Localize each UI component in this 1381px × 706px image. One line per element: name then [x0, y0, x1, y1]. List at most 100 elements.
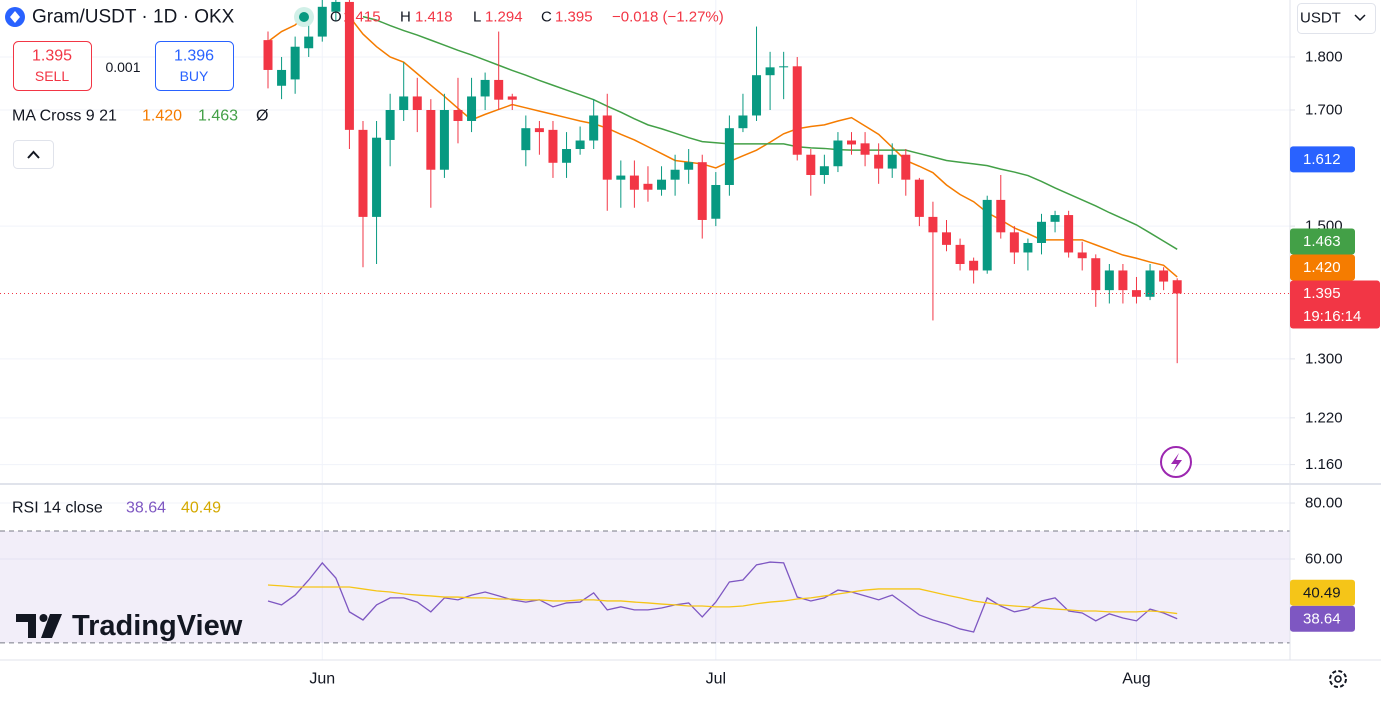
rsi-ma-value: 40.49	[181, 500, 221, 517]
ohlc-key: C	[541, 9, 552, 26]
ohlc-value: 1.294	[485, 9, 523, 26]
rsi-label[interactable]: RSI 14 close	[12, 500, 103, 517]
candle-body	[969, 260, 979, 271]
symbol-title[interactable]: Gram/USDT · 1D · OKX	[32, 7, 235, 28]
y-tick-label: 80.00	[1305, 495, 1343, 512]
candle-body	[453, 110, 463, 121]
candle-body	[385, 110, 395, 140]
candle-body	[914, 179, 924, 217]
candle-body	[1009, 232, 1019, 253]
candle-body	[467, 96, 477, 121]
price-tag-label: 1.463	[1303, 233, 1341, 250]
currency: USDT	[1300, 10, 1341, 27]
candle-body	[1159, 270, 1169, 282]
currency-chevron	[1354, 14, 1366, 22]
candle-body	[942, 232, 951, 245]
candle-body	[1104, 270, 1114, 291]
indicator-value: 1.463	[198, 108, 238, 125]
candle-body	[819, 166, 829, 175]
candle-body	[792, 66, 802, 155]
price-tag-label: 1.420	[1303, 259, 1341, 276]
series-line	[267, 584, 1178, 615]
ohlc-key: O	[330, 9, 342, 26]
candle-body	[548, 129, 558, 163]
indicator-suffix: Ø	[256, 108, 268, 125]
sell-price: 1.395	[32, 48, 72, 65]
candle-body	[833, 140, 843, 167]
candle-body	[779, 66, 789, 68]
rsi-tag	[1290, 605, 1355, 632]
candle-body	[412, 96, 422, 111]
ohlc-key: H	[400, 9, 411, 26]
sell-label: SELL	[35, 68, 69, 84]
price-tag	[1290, 146, 1355, 173]
candle-body	[697, 162, 707, 220]
candle-body	[263, 40, 273, 70]
rsi-background	[0, 530, 1290, 644]
candle-body	[806, 154, 816, 175]
candle-body	[684, 162, 694, 170]
candle-body	[304, 36, 314, 49]
candle-body	[521, 128, 531, 151]
brand-logo	[16, 614, 62, 638]
brand-logo-dot	[39, 614, 48, 622]
rsi-tag-label: 40.49	[1303, 584, 1341, 601]
candle-body	[982, 199, 992, 271]
candle-body	[955, 244, 965, 264]
candle-body	[1118, 270, 1128, 291]
price-tags: 1.395 19:16:14 1.420 1.463 1.612 38.64 40.49	[1290, 146, 1380, 632]
candle-body	[317, 6, 327, 37]
y-tick-label: 1.160	[1305, 456, 1343, 473]
symbol-icon-mark	[10, 11, 20, 23]
candle-body	[1064, 215, 1074, 253]
alert-icon-mark	[1171, 453, 1182, 472]
market-status-dot	[299, 12, 309, 22]
candle-body	[480, 79, 490, 97]
indicator-value: 1.420	[142, 108, 182, 125]
rsi-value: 38.64	[126, 500, 166, 517]
candle-body	[847, 140, 857, 145]
candle-body	[290, 46, 300, 80]
rsi-pane	[267, 561, 1178, 633]
candle-body	[399, 96, 409, 111]
candle-body	[562, 149, 572, 163]
candle-body	[901, 154, 911, 180]
candle-body	[1172, 280, 1182, 294]
y-tick-label: 1.700	[1305, 102, 1343, 119]
indicator-label[interactable]: MA Cross 9 21	[12, 108, 117, 125]
candle-body	[1145, 270, 1155, 297]
candle-body	[887, 154, 897, 169]
currency-selector[interactable]	[1297, 3, 1376, 34]
collapse-icon	[27, 150, 40, 159]
candle-body	[589, 115, 599, 141]
y-tick-label: 1.300	[1305, 350, 1343, 367]
rsi-band	[0, 531, 1290, 643]
candle-body	[1050, 215, 1060, 222]
collapse-button[interactable]	[13, 140, 54, 169]
candle-body	[507, 96, 517, 100]
candle-body	[752, 75, 762, 116]
candle-body	[372, 137, 382, 217]
ohlc-value: 1.395	[555, 9, 593, 26]
candle-body	[426, 110, 436, 170]
candle-body	[670, 169, 680, 180]
buy-label: BUY	[180, 68, 209, 84]
x-tick-label: Jun	[309, 671, 335, 688]
buy-button[interactable]	[155, 41, 234, 91]
y-tick-label: 60.00	[1305, 550, 1343, 567]
price-change: −0.018 (−1.27%)	[612, 9, 724, 26]
candle-body	[996, 199, 1006, 233]
candle-body	[860, 143, 870, 155]
sell-button[interactable]	[13, 41, 92, 91]
x-tick-label: Jul	[706, 671, 726, 688]
price-tag-label: 1.395	[1303, 285, 1341, 302]
buy-price: 1.396	[174, 48, 214, 65]
candle-body	[344, 1, 354, 130]
candle-body	[724, 128, 734, 185]
candle-body	[874, 154, 884, 169]
settings-button[interactable]	[1329, 670, 1347, 688]
candle-body	[928, 216, 938, 233]
